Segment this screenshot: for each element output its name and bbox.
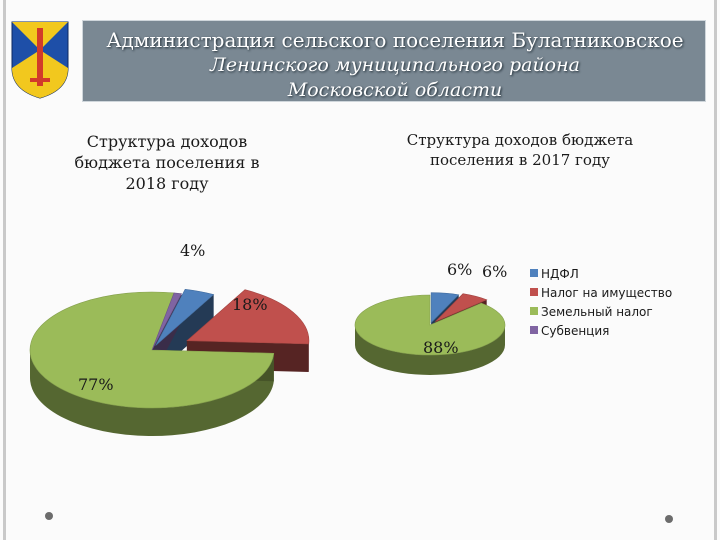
- legend-swatch-ndfl: [530, 269, 538, 277]
- left-border: [3, 0, 6, 540]
- header-region: Московской области: [287, 79, 503, 101]
- chart-2018-title: Структура доходов бюджета поселения в 20…: [74, 132, 260, 193]
- pie-2017-slice-2: [354, 294, 506, 356]
- header-subtitle: Ленинского муниципального района: [210, 54, 580, 76]
- legend-label-ndfl: НДФЛ: [541, 267, 579, 281]
- nav-dot-left: [45, 512, 53, 520]
- pie-2017-side-2: [355, 325, 505, 375]
- pie-2017-slice-0: [430, 292, 460, 324]
- nav-dot-right: [665, 515, 673, 523]
- pie-chart-2017: [354, 292, 506, 375]
- pie-2018-side-2: [30, 350, 274, 436]
- legend: НДФЛ Налог на имущество Земельный налог …: [530, 267, 672, 338]
- legend-label-land: Земельный налог: [541, 305, 653, 319]
- label-2017-land: 88%: [423, 338, 459, 357]
- legend-label-property: Налог на имущество: [541, 286, 672, 300]
- label-2018-land: 77%: [78, 375, 114, 394]
- legend-swatch-property: [530, 288, 538, 296]
- pie-chart-2018: [29, 288, 310, 436]
- right-border: [714, 0, 717, 540]
- legend-label-subvention: Субвенция: [541, 324, 609, 338]
- coat-of-arms-icon: [11, 21, 69, 99]
- data-labels: 4% 18% 77% 6% 6% 88%: [78, 241, 507, 394]
- label-2017-property: 6%: [482, 262, 507, 281]
- label-2017-ndfl: 6%: [447, 260, 472, 279]
- pie-2018-slice-3: [151, 292, 182, 351]
- pie-2018-slice-2: [29, 291, 275, 409]
- pie-2017-slice-1: [435, 293, 488, 322]
- pie-2018-slice-1: [186, 289, 310, 345]
- header-title: Администрация сельского поселения Булатн…: [106, 28, 684, 52]
- header-banner: Администрация сельского поселения Булатн…: [82, 20, 706, 102]
- legend-swatch-subvention: [530, 326, 538, 334]
- pie-2018-slice-0: [155, 288, 215, 346]
- label-2018-property: 18%: [232, 295, 268, 314]
- chart-2017-title: Структура доходов бюджета поселения в 20…: [406, 131, 634, 169]
- legend-swatch-land: [530, 307, 538, 315]
- label-2018-ndfl: 4%: [180, 241, 205, 260]
